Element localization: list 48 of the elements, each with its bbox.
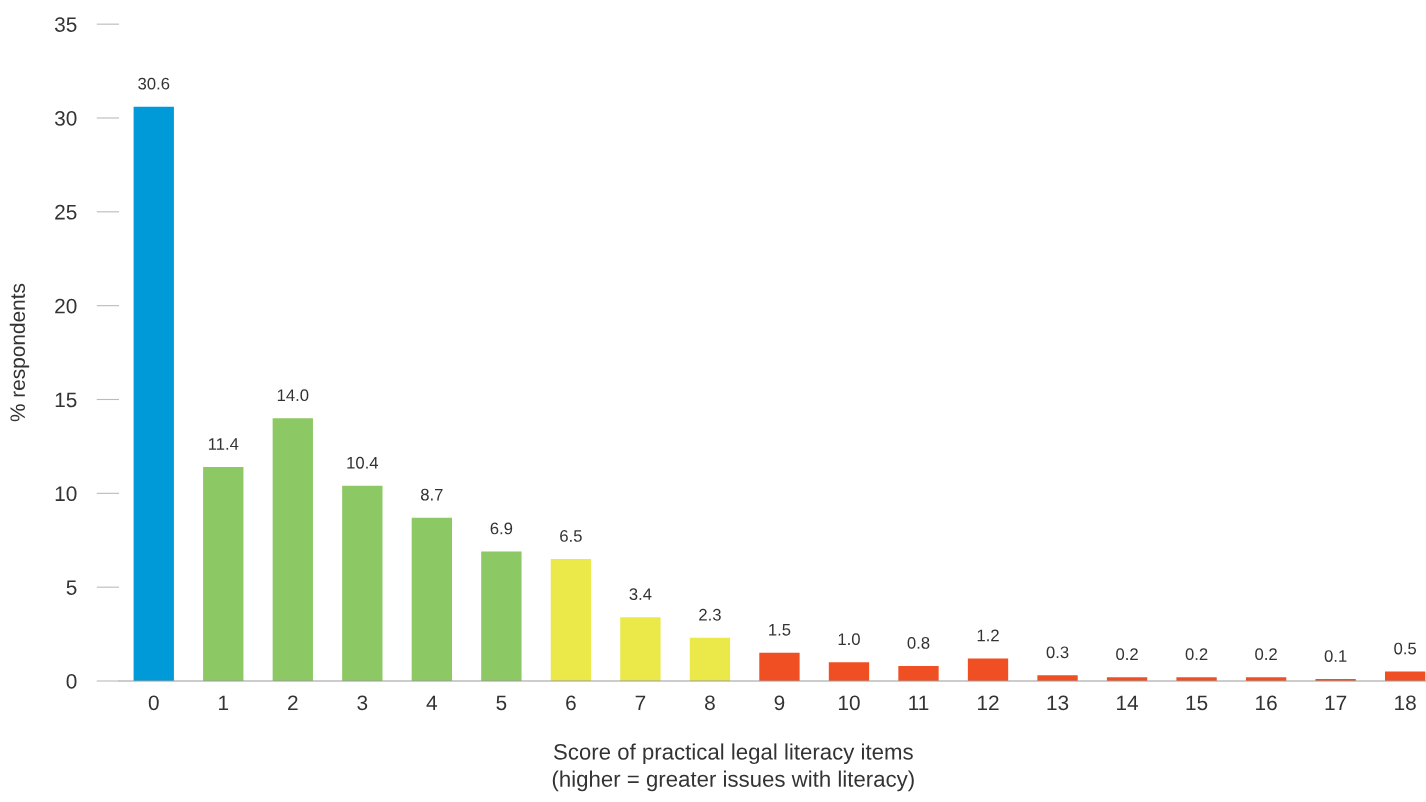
x-axis-title: Score of practical legal literacy items (higher = greater issues with literacy) [552,743,914,792]
x-tick-label: 10 [838,695,860,711]
data-label: 8.7 [420,488,443,501]
x-tick-label: 7 [635,695,646,710]
y-tick-label: 25 [55,204,77,220]
data-label: 0.3 [1046,646,1069,659]
y-tick-label: 10 [55,486,77,502]
data-label: 1.5 [769,624,791,636]
y-tick-label: 15 [55,392,77,408]
data-label: 1.0 [838,633,860,646]
data-label: 0.2 [1116,648,1138,661]
data-label: 0.2 [1255,648,1277,661]
x-tick-label: 18 [1395,695,1416,711]
x-tick-label: 17 [1325,695,1347,710]
data-label: 14.0 [277,389,309,402]
x-tick-label: 3 [357,695,368,711]
y-tick-label: 20 [55,298,77,314]
data-label: 10.4 [347,456,379,469]
y-axis-title: % respondents [9,283,30,422]
data-label: 3.4 [629,588,652,601]
y-tick-label: 30 [54,111,77,126]
x-tick-label: 11 [909,695,929,710]
x-tick-label: 2 [288,695,298,710]
x-tick-label: 1 [219,695,229,710]
x-tick-label: 6 [566,695,576,711]
data-label: 11.4 [208,438,239,450]
x-tick-label: 14 [1117,695,1139,710]
x-tick-label: 4 [426,695,438,710]
x-tick-label: 12 [978,695,999,710]
y-tick-label: 0 [66,674,77,689]
data-label: 1.2 [977,629,999,642]
data-label: 0.8 [907,637,930,649]
y-tick-label: 5 [66,580,77,595]
x-tick-label: 8 [705,695,715,711]
y-tick-label: 35 [54,17,77,32]
data-label: 0.5 [1394,642,1417,655]
x-tick-label: 15 [1186,695,1208,711]
x-tick-label: 5 [496,695,507,711]
x-tick-label: 16 [1256,695,1277,711]
x-tick-label: 13 [1047,695,1069,711]
x-tick-label: 0 [148,695,159,711]
data-label: 6.5 [560,530,582,542]
data-label: 0.1 [1324,650,1347,662]
data-label: 6.9 [490,522,513,535]
data-label: 30.6 [138,77,170,90]
data-label: 2.3 [699,608,721,621]
x-tick-label: 9 [774,695,785,711]
data-label: 0.2 [1185,648,1208,661]
